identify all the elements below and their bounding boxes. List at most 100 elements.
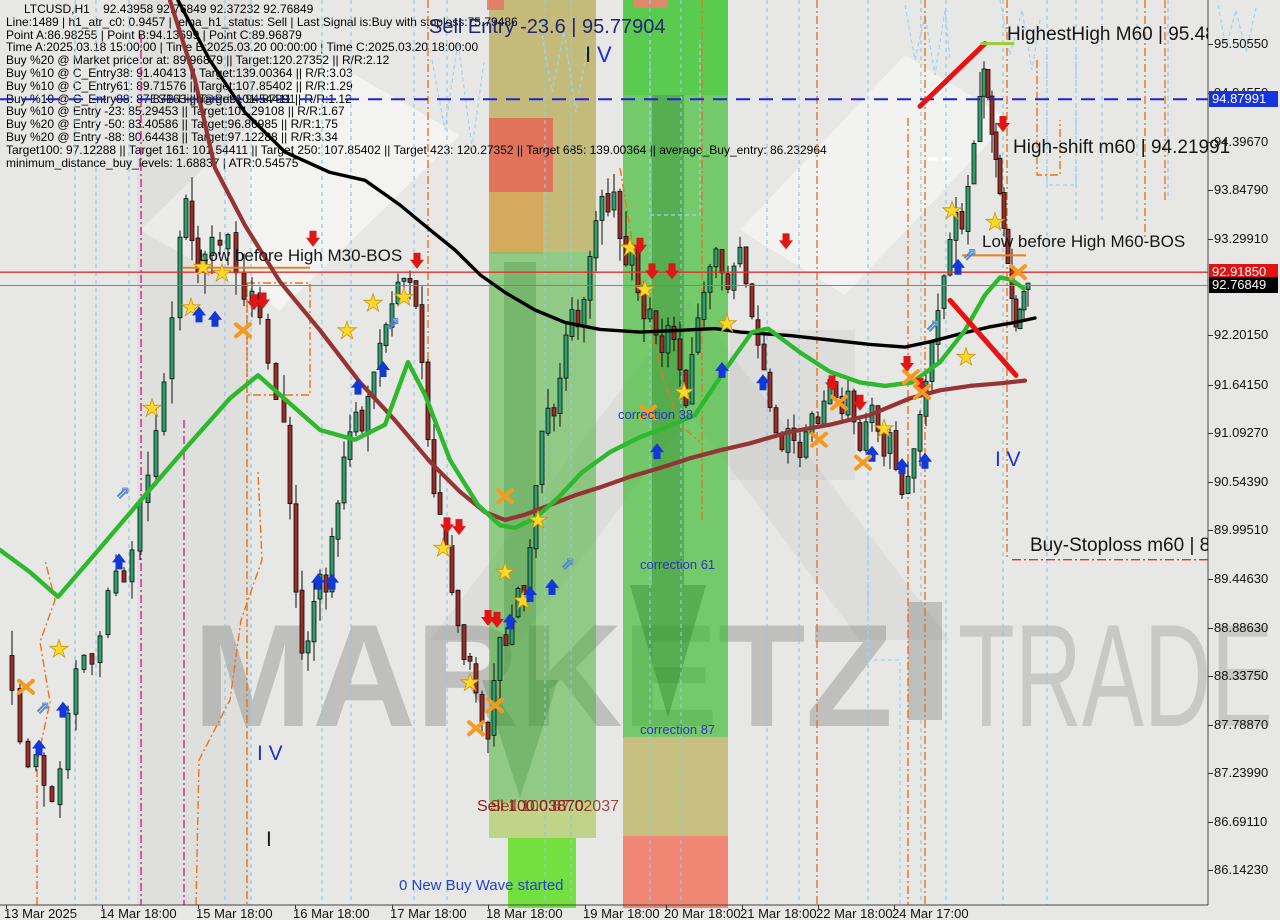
candle-bear: [189, 200, 195, 242]
sell-arrow-marker: [779, 233, 793, 250]
candle-bear: [677, 338, 683, 371]
candle-bull: [33, 754, 39, 768]
candle-bull: [863, 421, 869, 451]
candle-bull: [1021, 290, 1027, 311]
wave-zone: [508, 838, 576, 908]
buy-arrow-marker: [325, 573, 339, 590]
candle-bull: [389, 303, 395, 328]
sell-arrow-marker: [633, 237, 647, 254]
info-line-0: LTCUSD,H1 92.43958 92.76849 92.37232 92.…: [24, 2, 314, 16]
sell-arrow-marker: [256, 292, 270, 309]
x-close-marker: [1009, 264, 1027, 281]
candle-bull: [941, 275, 947, 309]
wave-zone: [489, 118, 553, 192]
shift-white-dash: [942, 157, 952, 161]
candle-bull: [917, 413, 923, 452]
candle-bear: [49, 786, 55, 802]
wave-zone: [633, 0, 667, 8]
breakout-open-arrow-marker: ⇗: [36, 698, 50, 718]
signal-step-path: [246, 282, 311, 396]
candle-bear: [1005, 228, 1011, 264]
candle-bull: [515, 588, 521, 618]
candle-bear: [767, 371, 773, 408]
star-signal-marker: ★: [955, 343, 977, 371]
sell-arrow-marker: [306, 230, 320, 247]
candle-bull: [153, 430, 159, 477]
wave-zone: [623, 0, 728, 737]
candle-bull: [129, 549, 135, 583]
candle-bull: [137, 500, 143, 552]
buy-arrow-marker: [56, 701, 70, 718]
candle-bear: [25, 740, 31, 768]
wave-zone: [489, 802, 596, 838]
fractal-step-path: [649, 40, 701, 216]
candle-bear: [359, 409, 365, 432]
candle-bull: [713, 248, 719, 268]
buy-arrow-marker: [192, 306, 206, 323]
sell-arrow-marker: [825, 375, 839, 392]
buy-arrow-marker: [918, 452, 932, 469]
candle-bear: [419, 304, 425, 363]
star-signal-marker: ★: [393, 283, 415, 311]
candle-bear: [293, 503, 299, 593]
tema-maroon-line: [167, 0, 1028, 523]
sell-arrow-marker: [900, 355, 914, 372]
candle-bull: [1025, 282, 1031, 290]
star-signal-marker: ★: [634, 276, 656, 304]
candle-bull: [581, 298, 587, 328]
candle-bull: [365, 396, 371, 435]
candle-bear: [797, 441, 803, 458]
candle-bear: [479, 693, 485, 723]
fractal-step-path: [1046, 40, 1077, 186]
candle-bull: [169, 317, 175, 380]
trend-segment: [917, 41, 988, 109]
breakout-open-arrow-marker: ⇗: [561, 554, 575, 574]
buy-arrow-marker: [311, 573, 325, 590]
candle-bear: [653, 310, 659, 336]
star-signal-marker: ★: [941, 196, 963, 224]
candle-bull: [353, 411, 359, 433]
candle-bull: [97, 635, 103, 664]
candle-bull: [911, 448, 917, 479]
star-signal-marker: ★: [432, 534, 454, 562]
candle-bear: [449, 545, 455, 593]
candle-bear: [467, 655, 473, 662]
signal-step-path: [36, 559, 56, 905]
candle-bear: [121, 570, 127, 583]
candle-bull: [209, 236, 215, 256]
candle-bull: [803, 431, 809, 458]
candle-bull: [81, 654, 87, 670]
fractal-step-path: [431, 41, 485, 149]
candle-bear: [17, 688, 23, 743]
sell-arrow-marker: [410, 252, 424, 269]
candle-bull: [611, 191, 617, 211]
sell-arrow-marker: [452, 519, 466, 536]
buy-arrow-marker: [32, 739, 46, 756]
candle-bear: [779, 434, 785, 451]
shift-white-dash: [928, 157, 938, 161]
info-line-1: Line:1489 | h1_atr_c0: 0.9457 | tema_h1_…: [6, 14, 518, 29]
candle-bull: [401, 277, 407, 282]
candle-bear: [575, 309, 581, 328]
candle-bull: [161, 381, 167, 432]
candle-bear: [281, 398, 287, 423]
candle-bull: [647, 308, 653, 320]
info-line-11: Target100: 97.12288 || Target 161: 101.5…: [6, 142, 827, 157]
trend-segment: [947, 297, 1019, 378]
breakout-open-arrow-marker: ⇗: [386, 313, 400, 333]
candle-bear: [875, 405, 881, 432]
wave-zone-arrow: [630, 95, 706, 718]
x-close-marker: [486, 697, 504, 714]
x-close-marker: [467, 720, 485, 737]
wave-zone: [623, 0, 728, 95]
signal-step-path: [195, 471, 263, 906]
x-close-marker: [639, 404, 657, 421]
buy-arrow-marker: [523, 585, 537, 602]
candle-bear: [881, 430, 887, 457]
candle-bear: [773, 407, 779, 434]
candle-bear: [605, 193, 611, 213]
candle-bear: [985, 69, 991, 98]
